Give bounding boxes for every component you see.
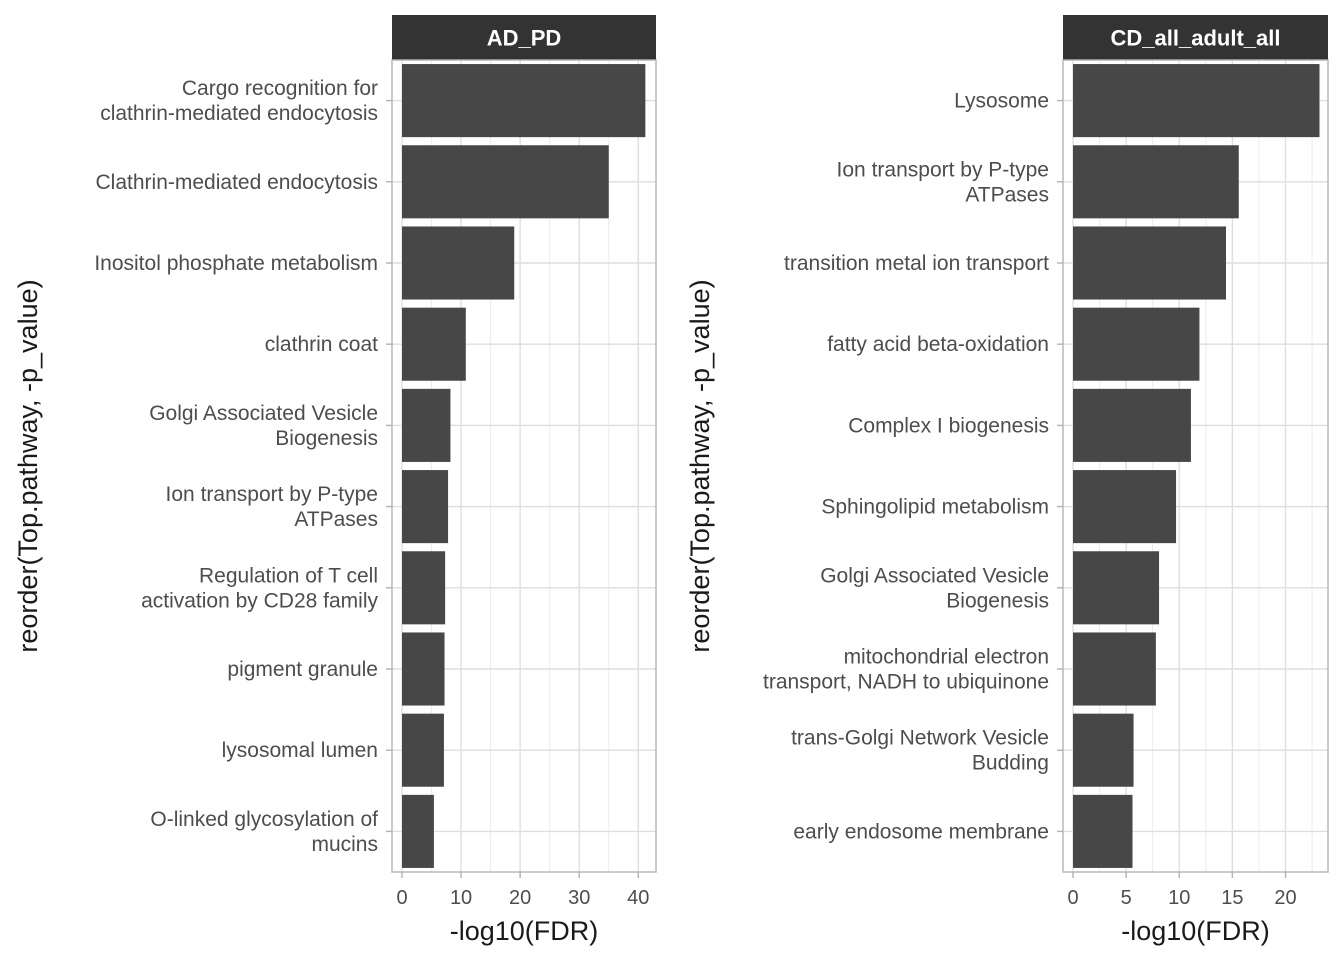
category-label-line: lysosomal lumen — [222, 739, 378, 762]
category-label-line: Budding — [972, 752, 1049, 775]
bar — [1073, 145, 1239, 219]
x-tick-label: 20 — [1274, 887, 1296, 909]
category-label: clathrin coat — [265, 333, 378, 356]
category-label: Ion transport by P-type ATPases — [166, 483, 378, 531]
category-label-line: trans-Golgi Network Vesicle — [791, 727, 1049, 750]
category-label: Clathrin-mediated endocytosis — [96, 171, 378, 194]
bar — [1073, 388, 1191, 462]
category-label: Inositol phosphate metabolism — [94, 252, 378, 275]
category-label: Golgi Associated Vesicle Biogenesis — [149, 402, 378, 450]
bar — [1073, 226, 1226, 300]
facet-title: AD_PD — [487, 26, 562, 51]
bar — [402, 307, 466, 381]
x-tick-label: 0 — [396, 887, 407, 909]
category-label: Cargo recognition for clathrin-mediated e… — [100, 77, 378, 125]
category-label-line: Ion transport by P-type — [837, 158, 1049, 181]
panel-border — [1062, 59, 1329, 873]
bar — [1073, 551, 1160, 625]
category-label: lysosomal lumen — [222, 739, 378, 762]
category-label-line: Ion transport by P-type — [166, 483, 378, 506]
category-label-line: early endosome membrane — [793, 820, 1049, 843]
bar — [402, 388, 451, 462]
x-tick-label: 5 — [1121, 887, 1132, 909]
x-tick-label: 15 — [1221, 887, 1243, 909]
x-axis-title: -log10(FDR) — [450, 916, 599, 946]
category-label-line: mucins — [311, 833, 378, 856]
category-label: Regulation of T cell activation by CD28 f… — [141, 564, 378, 612]
y-axis-title: reorder(Top.pathway, -p_value) — [13, 279, 43, 652]
category-label: trans-Golgi Network Vesicle Budding — [791, 727, 1049, 775]
bar — [402, 145, 609, 219]
category-label: Complex I biogenesis — [848, 414, 1049, 437]
bar — [402, 226, 515, 300]
category-label: early endosome membrane — [793, 820, 1049, 843]
category-label-line: activation by CD28 family — [141, 589, 378, 612]
bar — [402, 794, 434, 868]
bar — [402, 64, 646, 138]
bar — [1073, 470, 1177, 544]
category-label: O-linked glycosylation of mucins — [150, 808, 378, 856]
category-label-line: Inositol phosphate metabolism — [94, 252, 378, 275]
category-label-line: Biogenesis — [946, 589, 1049, 612]
bar — [1073, 713, 1134, 787]
y-axis-title: reorder(Top.pathway, -p_value) — [685, 279, 715, 652]
x-tick-label: 20 — [509, 887, 531, 909]
facet-strip — [1063, 15, 1328, 60]
category-label-line: ATPases — [965, 183, 1049, 206]
category-label-line: O-linked glycosylation of — [150, 808, 378, 831]
bar — [1073, 64, 1320, 138]
bar — [1073, 794, 1133, 868]
category-label-line: Lysosome — [954, 90, 1049, 113]
category-label: mitochondrial electron transport, NADH to… — [763, 646, 1049, 694]
category-label-line: fatty acid beta-oxidation — [827, 333, 1049, 356]
category-label-line: clathrin coat — [265, 333, 378, 356]
panel-ad-pd: AD_PD Cargo recognition for clathrin-media… — [13, 15, 657, 946]
bar — [402, 470, 449, 544]
category-label-line: Clathrin-mediated endocytosis — [96, 171, 378, 194]
category-label-line: Complex I biogenesis — [848, 414, 1049, 437]
bar — [1073, 307, 1200, 381]
category-label: transition metal ion transport — [784, 252, 1049, 275]
category-label: Sphingolipid metabolism — [821, 496, 1049, 519]
category-label-line: Regulation of T cell — [199, 564, 378, 587]
panel-cd-all-adult-all: CD_all_adult_all Lysosome Ion transport by… — [685, 15, 1329, 946]
bar — [402, 551, 446, 625]
category-label-line: Golgi Associated Vesicle — [149, 402, 378, 425]
category-label: Golgi Associated Vesicle Biogenesis — [820, 564, 1049, 612]
category-label-line: Cargo recognition for — [182, 77, 378, 100]
category-label: Ion transport by P-type ATPases — [837, 158, 1049, 206]
category-label-line: ATPases — [294, 508, 378, 531]
category-label-line: mitochondrial electron — [844, 646, 1049, 669]
bar — [402, 713, 444, 787]
category-label-line: pigment granule — [227, 658, 378, 681]
facet-strip — [392, 15, 656, 60]
bar — [402, 632, 445, 706]
x-tick-label: 0 — [1067, 887, 1078, 909]
category-label-line: clathrin-mediated endocytosis — [100, 102, 378, 125]
category-label-line: transition metal ion transport — [784, 252, 1049, 275]
category-label: Lysosome — [954, 90, 1049, 113]
x-tick-label: 40 — [627, 887, 649, 909]
x-tick-label: 10 — [1168, 887, 1190, 909]
category-label: fatty acid beta-oxidation — [827, 333, 1049, 356]
panel-border — [391, 59, 657, 873]
x-tick-label: 30 — [568, 887, 590, 909]
category-label-line: transport, NADH to ubiquinone — [763, 671, 1049, 694]
category-label-line: Biogenesis — [275, 427, 378, 450]
category-label-line: Sphingolipid metabolism — [821, 496, 1049, 519]
facet-title: CD_all_adult_all — [1111, 26, 1281, 51]
x-tick-label: 10 — [450, 887, 472, 909]
x-axis-title: -log10(FDR) — [1121, 916, 1270, 946]
category-label-line: Golgi Associated Vesicle — [820, 564, 1049, 587]
category-label: pigment granule — [227, 658, 378, 681]
bar — [1073, 632, 1156, 706]
